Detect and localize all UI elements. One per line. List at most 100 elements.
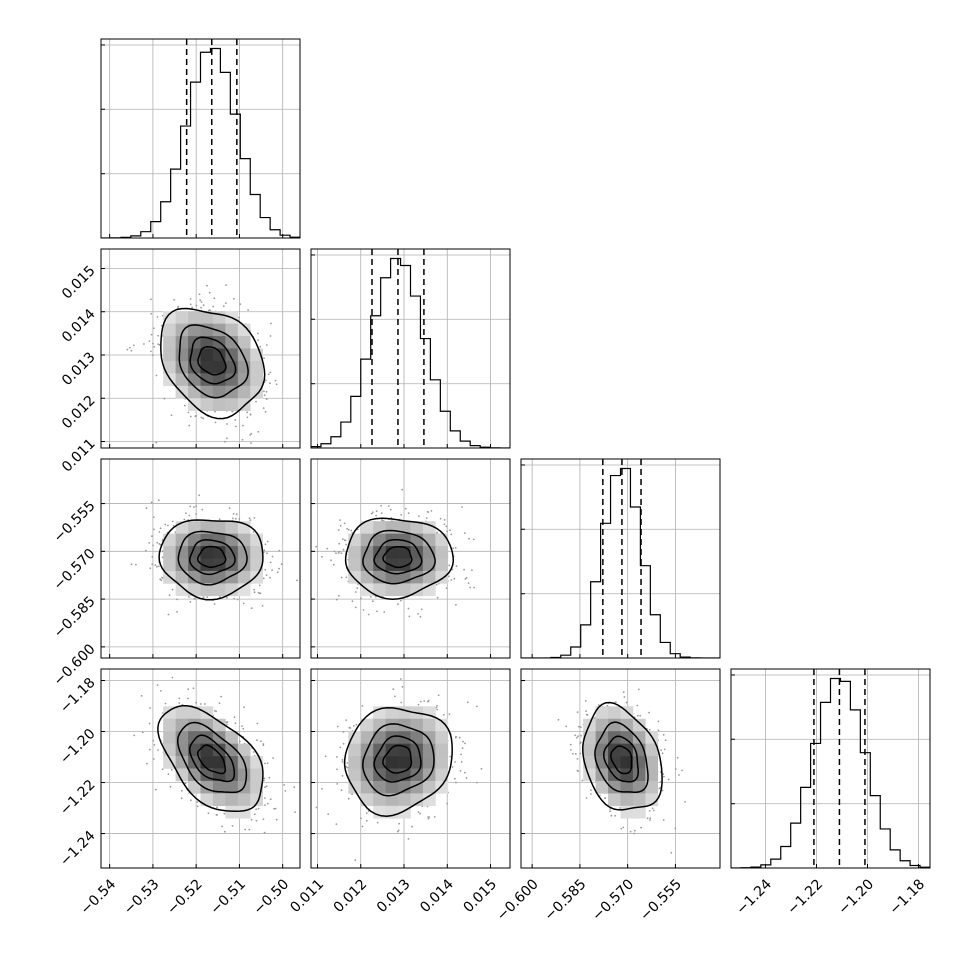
scatter-point bbox=[253, 591, 256, 594]
scatter-point bbox=[408, 615, 411, 618]
scatter-point bbox=[593, 717, 596, 719]
scatter-point bbox=[146, 762, 148, 765]
scatter-point bbox=[255, 819, 258, 822]
scatter-point bbox=[216, 814, 219, 816]
scatter-point bbox=[178, 697, 181, 700]
density-cell bbox=[422, 718, 436, 732]
density-cell bbox=[225, 805, 239, 819]
scatter-point bbox=[636, 704, 639, 707]
density-cell bbox=[398, 521, 411, 534]
scatter-point bbox=[268, 776, 271, 779]
scatter-point bbox=[674, 827, 677, 830]
density-cell bbox=[360, 533, 374, 547]
scatter-point bbox=[312, 804, 314, 806]
scatter-point bbox=[198, 494, 201, 497]
scatter-point bbox=[609, 808, 611, 810]
contour-1-0-2 bbox=[189, 336, 237, 385]
scatter-point bbox=[265, 574, 268, 576]
scatter-point bbox=[464, 771, 466, 774]
scatter-point bbox=[448, 564, 451, 567]
scatter-point bbox=[252, 751, 255, 753]
scatter-point bbox=[336, 783, 339, 785]
density-cell bbox=[212, 718, 226, 732]
scatter-point bbox=[458, 736, 461, 739]
scatter-point bbox=[351, 793, 353, 796]
density-cell bbox=[200, 558, 214, 572]
scatter-point bbox=[324, 755, 327, 758]
density-cell bbox=[645, 743, 659, 757]
scatter-point bbox=[342, 742, 345, 745]
density-cell bbox=[225, 360, 239, 374]
scatter-point bbox=[267, 373, 270, 376]
density-cell bbox=[225, 398, 239, 411]
ytick-label-3-2: −1.20 bbox=[57, 726, 99, 768]
scatter-point bbox=[646, 817, 649, 820]
scatter-point bbox=[447, 575, 450, 578]
scatter-point bbox=[156, 684, 159, 686]
density-cell bbox=[225, 373, 239, 387]
scatter-point bbox=[148, 748, 151, 751]
xtick-label-2-3: −0.555 bbox=[637, 876, 685, 924]
scatter-point bbox=[443, 713, 445, 716]
scatter-point bbox=[446, 530, 448, 533]
scatter-point bbox=[649, 817, 652, 819]
scatter-point bbox=[633, 832, 636, 835]
panel-frame-1-1 bbox=[310, 248, 511, 449]
scatter-point bbox=[278, 567, 280, 570]
scatter-point bbox=[151, 556, 154, 558]
density-cell bbox=[373, 558, 386, 572]
scatter-point bbox=[676, 756, 679, 759]
scatter-point bbox=[145, 507, 148, 510]
scatter-point bbox=[340, 789, 343, 792]
density-cell bbox=[212, 780, 226, 794]
scatter-point bbox=[659, 781, 662, 783]
contour-1-0-1 bbox=[178, 324, 249, 399]
contour-1-0-3 bbox=[197, 346, 227, 376]
scatter-point bbox=[451, 766, 454, 768]
scatter-point bbox=[452, 547, 454, 550]
scatter-point bbox=[242, 602, 245, 605]
scatter-point bbox=[167, 524, 169, 527]
scatter-point bbox=[466, 701, 469, 704]
scatter-point bbox=[177, 307, 179, 309]
scatter-point bbox=[246, 411, 249, 414]
scatter-point bbox=[264, 804, 266, 806]
scatter-point bbox=[151, 354, 154, 356]
scatter-point bbox=[154, 788, 157, 791]
scatter-point bbox=[464, 742, 466, 745]
scatter-point bbox=[454, 761, 456, 763]
scatter-point bbox=[257, 430, 260, 433]
scatter-point bbox=[198, 293, 201, 296]
scatter-point bbox=[158, 531, 161, 533]
scatter-point bbox=[266, 802, 269, 805]
scatter-point bbox=[266, 762, 269, 764]
density-cell bbox=[175, 360, 189, 374]
scatter-point bbox=[341, 775, 344, 777]
scatter-point bbox=[239, 740, 241, 743]
scatter-point bbox=[256, 739, 258, 742]
scatter-point bbox=[187, 697, 189, 700]
scatter-point bbox=[565, 725, 568, 728]
scatter-point bbox=[590, 793, 592, 795]
contour-3-0-0 bbox=[157, 704, 264, 812]
density-cell bbox=[163, 718, 176, 732]
scatter-point bbox=[662, 819, 665, 821]
scatter-point bbox=[263, 390, 265, 393]
scatter-point bbox=[571, 752, 574, 755]
scatter-point bbox=[167, 613, 170, 616]
scatter-point bbox=[620, 828, 623, 830]
scatter-point bbox=[225, 721, 228, 723]
scatter-point bbox=[275, 383, 278, 386]
density-cell bbox=[212, 385, 226, 399]
scatter-point bbox=[220, 695, 223, 698]
scatter-point bbox=[152, 516, 155, 518]
scatter-point bbox=[161, 768, 164, 771]
scatter-point bbox=[355, 723, 358, 726]
density-cell bbox=[175, 348, 189, 362]
density-cell bbox=[163, 336, 176, 349]
density-cell bbox=[163, 546, 176, 559]
density-cell bbox=[188, 385, 201, 399]
scatter-point bbox=[425, 517, 428, 519]
scatter-point bbox=[173, 298, 176, 301]
density-cell bbox=[373, 793, 386, 807]
